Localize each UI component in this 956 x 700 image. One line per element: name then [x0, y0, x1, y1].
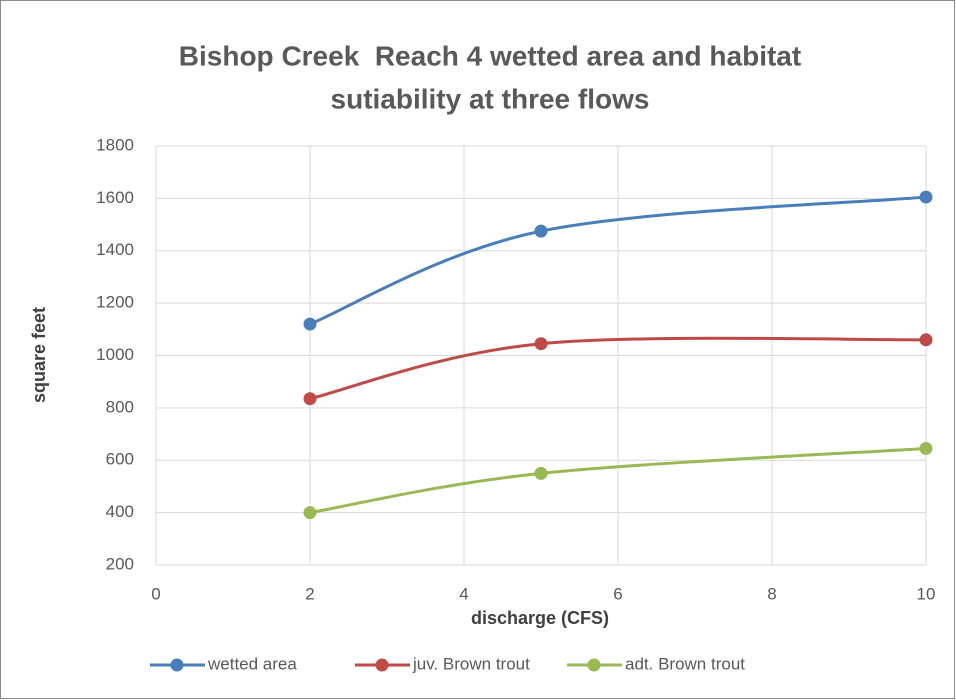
- legend-marker: [587, 658, 601, 672]
- x-tick-label: 2: [305, 584, 314, 603]
- legend-marker: [170, 658, 184, 672]
- legend-label: wetted area: [207, 654, 297, 673]
- y-tick-label: 200: [106, 554, 134, 573]
- data-point: [303, 317, 317, 331]
- x-tick-label: 10: [917, 584, 936, 603]
- legend-label: adt. Brown trout: [625, 654, 745, 673]
- y-tick-label: 1200: [96, 293, 134, 312]
- data-point: [534, 466, 548, 480]
- x-tick-label: 6: [613, 584, 622, 603]
- chart-title: Bishop Creek Reach 4 wetted area and hab…: [179, 40, 801, 71]
- data-point: [919, 190, 933, 204]
- x-tick-label: 8: [767, 584, 776, 603]
- y-axis-label: square feet: [29, 307, 49, 403]
- x-tick-label: 4: [459, 584, 468, 603]
- y-tick-label: 1000: [96, 345, 134, 364]
- y-tick-label: 400: [106, 502, 134, 521]
- y-tick-label: 600: [106, 450, 134, 469]
- data-point: [919, 333, 933, 347]
- series-line: [309, 446, 927, 515]
- series-line: [309, 336, 927, 401]
- y-tick-label: 1600: [96, 188, 134, 207]
- data-point: [303, 392, 317, 406]
- data-point: [303, 506, 317, 520]
- y-tick-label: 1800: [96, 135, 134, 154]
- data-point: [919, 441, 933, 455]
- legend-marker: [375, 658, 389, 672]
- y-tick-label: 1400: [96, 240, 134, 259]
- chart-title: sutiability at three flows: [331, 83, 650, 114]
- data-point: [534, 224, 548, 238]
- legend-label: juv. Brown trout: [412, 654, 530, 673]
- x-axis-label: discharge (CFS): [471, 608, 609, 628]
- y-tick-label: 800: [106, 397, 134, 416]
- x-tick-label: 0: [151, 584, 160, 603]
- data-point: [534, 337, 548, 351]
- series-line: [309, 195, 927, 326]
